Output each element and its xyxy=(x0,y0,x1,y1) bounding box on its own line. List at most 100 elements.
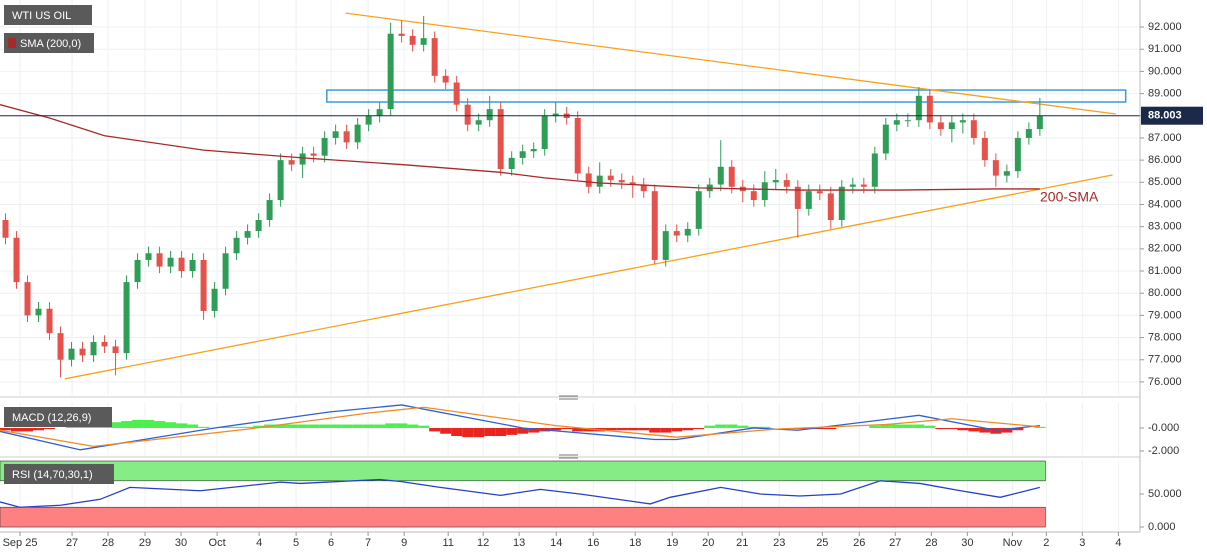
y-tick-label: 85.000 xyxy=(1148,176,1182,188)
macd-histogram-bar xyxy=(616,427,628,431)
macd-histogram-bar xyxy=(11,427,23,432)
candle-body xyxy=(959,120,966,123)
candle-body xyxy=(266,200,273,221)
candle-body xyxy=(1025,129,1032,138)
candle-body xyxy=(46,308,53,334)
y-tick-label: 84.000 xyxy=(1148,198,1182,210)
x-tick-label: 26 xyxy=(853,537,865,549)
macd-histogram-bar xyxy=(528,427,540,433)
macd-histogram-bar xyxy=(165,422,177,428)
candle-body xyxy=(937,122,944,130)
candle-body xyxy=(200,259,207,311)
macd-histogram-bar xyxy=(22,427,34,432)
candle-body xyxy=(123,282,130,354)
candle-body xyxy=(948,122,955,130)
macd-histogram-bar xyxy=(66,426,78,428)
x-tick-label: Nov xyxy=(1003,537,1023,549)
x-tick-label: 29 xyxy=(139,537,151,549)
candle-body xyxy=(156,253,163,267)
candle-body xyxy=(244,231,251,238)
candle-body xyxy=(519,151,526,158)
last-price-label: 88.003 xyxy=(1148,110,1182,122)
macd-histogram-bar xyxy=(418,425,430,428)
macd-histogram-bar xyxy=(1001,427,1013,433)
macd-histogram-bar xyxy=(0,427,12,431)
candle-body xyxy=(167,257,174,267)
candle-body xyxy=(35,308,42,316)
candle-body xyxy=(651,191,658,260)
candle-body xyxy=(541,115,548,150)
candle-body xyxy=(299,153,306,165)
macd-histogram-bar xyxy=(308,424,320,428)
y-tick-label: 89.000 xyxy=(1148,87,1182,99)
trendline xyxy=(345,12,1116,115)
macd-histogram-bar xyxy=(440,427,452,434)
macd-histogram-bar xyxy=(726,424,738,428)
resistance-zone xyxy=(326,89,1127,103)
x-tick-label: 7 xyxy=(365,537,371,549)
candle-body xyxy=(464,104,471,125)
candle-body xyxy=(530,149,537,152)
macd-histogram-bar xyxy=(451,427,463,437)
x-tick-label: 16 xyxy=(587,537,599,549)
macd-histogram-bar xyxy=(693,427,705,430)
candle-body xyxy=(1036,115,1043,130)
rsi-line xyxy=(0,478,1041,508)
candle-body xyxy=(112,346,119,354)
y-tick-label: 76.000 xyxy=(1148,376,1182,388)
candle-body xyxy=(992,160,999,176)
candle-body xyxy=(68,348,75,360)
candle-body xyxy=(805,191,812,209)
macd-histogram-bar xyxy=(825,427,837,430)
candle-body xyxy=(783,180,790,187)
candle-body xyxy=(134,259,141,283)
candle-body xyxy=(321,137,328,156)
y-tick-label: 50.000 xyxy=(1148,488,1182,500)
last-price-box xyxy=(1141,106,1203,125)
rsi-band xyxy=(0,506,1046,528)
candle-body xyxy=(508,157,515,170)
y-tick-label: 0.000 xyxy=(1148,521,1176,533)
x-tick-label: 30 xyxy=(175,537,187,549)
macd-histogram-bar xyxy=(220,426,232,428)
candle-body xyxy=(453,82,460,105)
macd-histogram-bar xyxy=(649,427,661,433)
y-tick-label: 80.000 xyxy=(1148,287,1182,299)
x-tick-label: 27 xyxy=(66,537,78,549)
x-tick-label: 9 xyxy=(401,537,407,549)
y-tick-label: 78.000 xyxy=(1148,331,1182,343)
macd-histogram-bar xyxy=(814,427,826,430)
candle-body xyxy=(607,175,614,181)
macd-histogram-bar xyxy=(627,427,639,431)
candle-body xyxy=(222,253,229,289)
y-tick-label: 82.000 xyxy=(1148,243,1182,255)
candle-body xyxy=(90,341,97,356)
trendline xyxy=(64,174,1113,380)
candle-body xyxy=(189,259,196,272)
macd-histogram-bar xyxy=(429,427,441,432)
macd-histogram-bar xyxy=(759,426,771,428)
macd-histogram-bar xyxy=(880,424,892,428)
macd-histogram-bar xyxy=(154,421,166,428)
macd-histogram-bar xyxy=(143,419,155,428)
macd-histogram-bar xyxy=(869,425,881,428)
macd-histogram-bar xyxy=(583,427,595,432)
macd-histogram-bar xyxy=(517,427,529,434)
x-tick-label: 18 xyxy=(629,537,641,549)
macd-histogram-bar xyxy=(462,427,474,438)
x-tick-label: 23 xyxy=(773,537,785,549)
macd-histogram-bar xyxy=(704,425,716,428)
macd-histogram-bar xyxy=(671,427,683,432)
y-tick-label: 86.000 xyxy=(1148,154,1182,166)
candle-body xyxy=(365,115,372,125)
legend-box xyxy=(4,33,94,53)
macd-histogram-bar xyxy=(286,424,298,428)
candle-body xyxy=(288,160,295,165)
candle-body xyxy=(354,124,361,143)
macd-histogram-bar xyxy=(33,427,45,431)
candle-body xyxy=(915,95,922,121)
macd-histogram-bar xyxy=(891,424,903,428)
candle-body xyxy=(596,175,603,187)
candle-body xyxy=(101,341,108,347)
x-tick-label: Sep 25 xyxy=(3,537,38,549)
